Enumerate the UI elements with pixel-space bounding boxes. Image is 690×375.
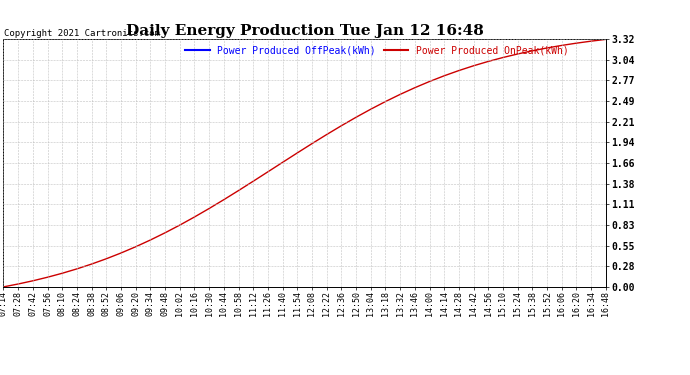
Legend: Power Produced OffPeak(kWh), Power Produced OnPeak(kWh): Power Produced OffPeak(kWh), Power Produ… [181,42,573,60]
Title: Daily Energy Production Tue Jan 12 16:48: Daily Energy Production Tue Jan 12 16:48 [126,24,484,38]
Text: Copyright 2021 Cartronics.com: Copyright 2021 Cartronics.com [4,29,160,38]
